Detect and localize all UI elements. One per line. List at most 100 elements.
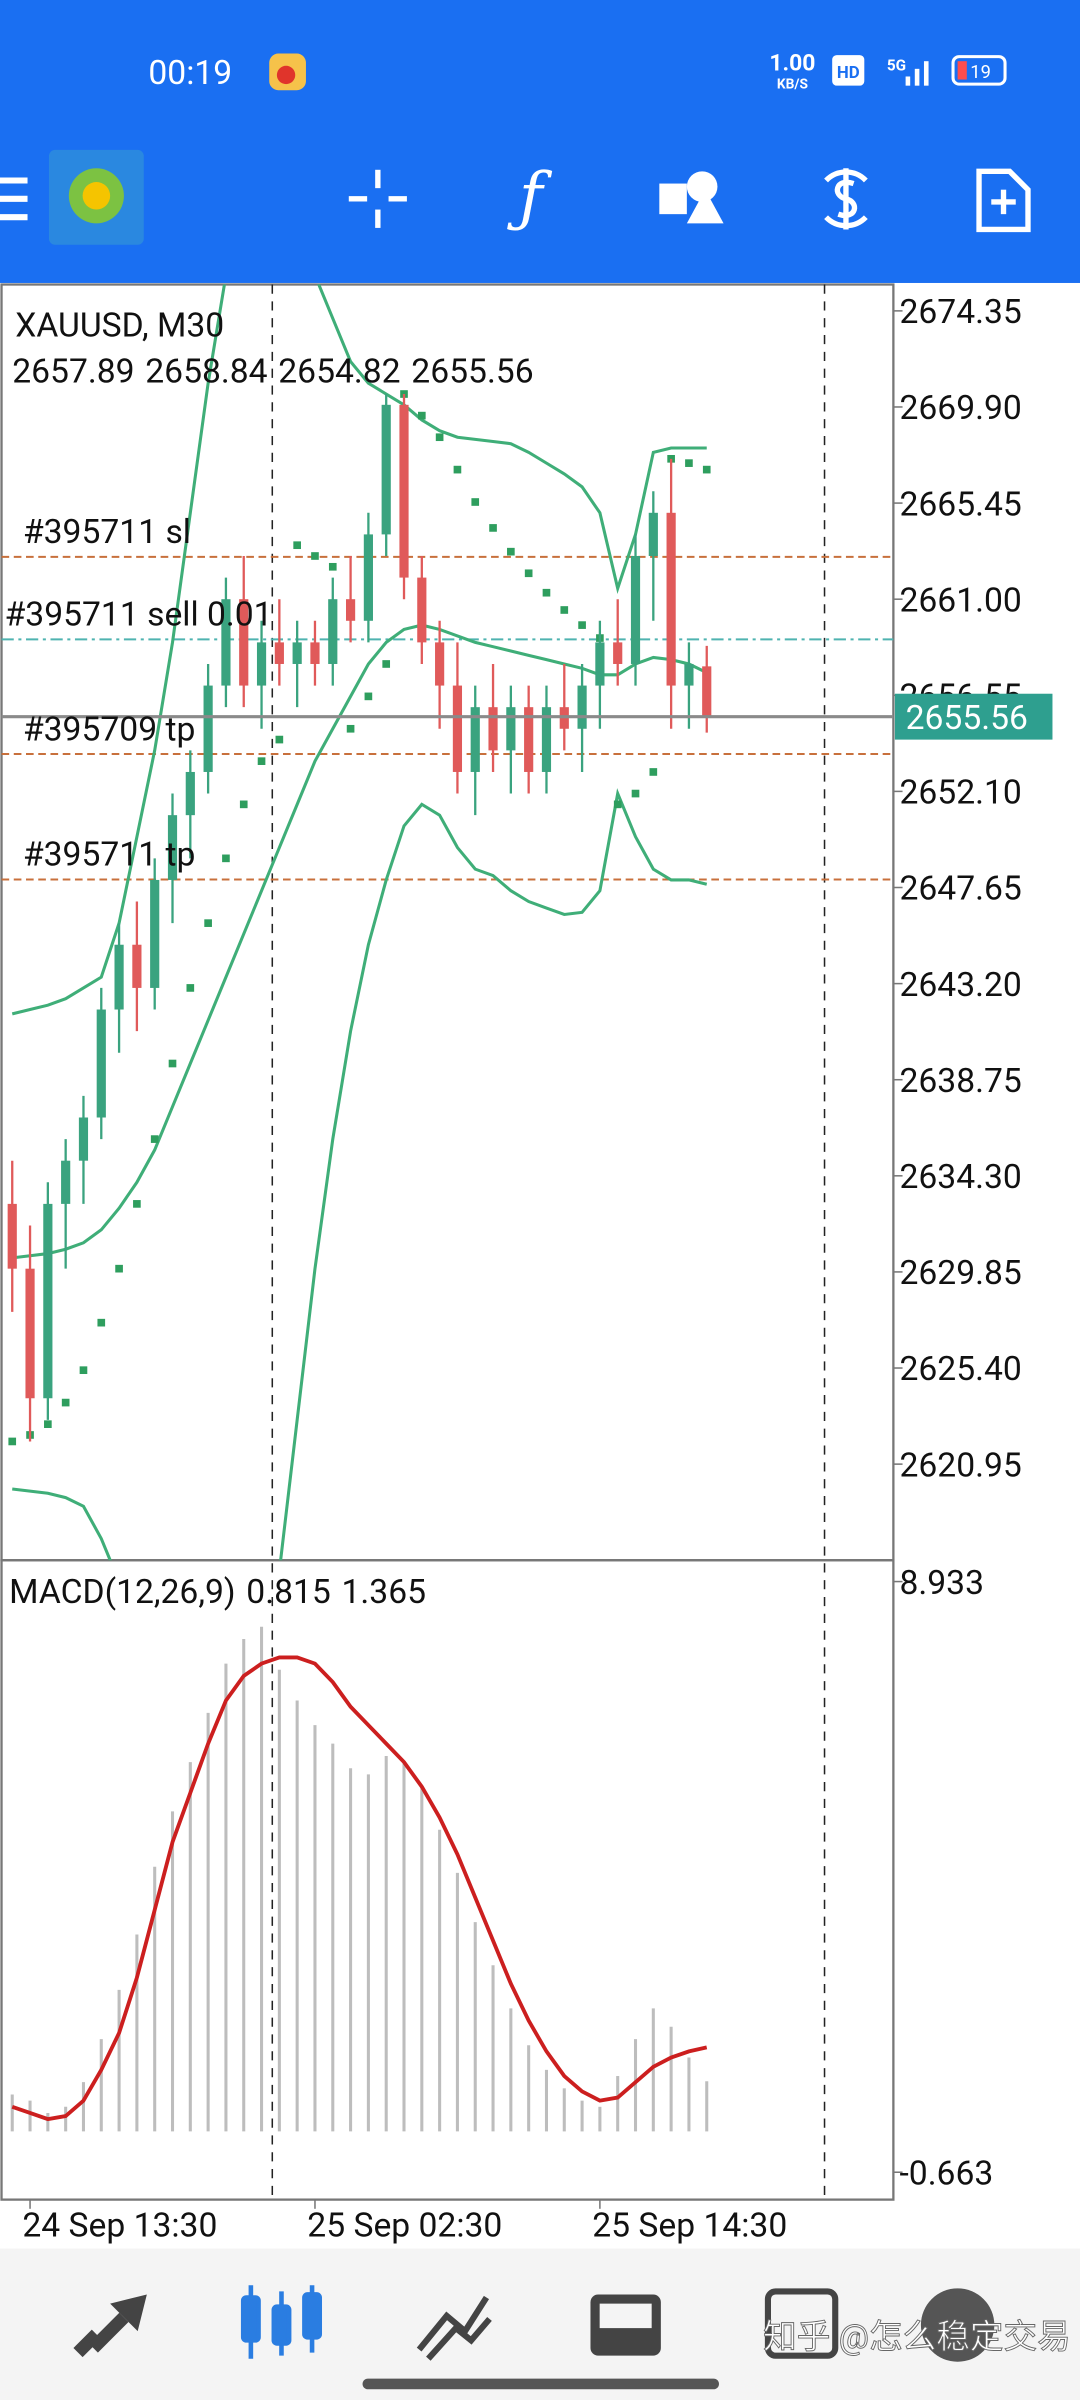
y-tick-label: 2647.65 [899,870,1021,909]
order-label: #395711 sell 0.01 [5,596,273,635]
candle-body [577,685,587,729]
battery-level [957,61,967,80]
close: 2655.56 [411,352,533,391]
sar-dot [257,757,266,765]
network-label: 5G [887,56,906,74]
candle-body [702,666,712,717]
net-speed: 1.00 [769,49,815,76]
trade-button[interactable] [824,168,868,230]
y-tick-label: 2625.40 [899,1350,1021,1389]
candle-body [167,815,178,880]
candle-body [310,642,320,664]
candle-body [470,707,480,772]
news-tab[interactable] [764,2288,839,2359]
candle-body [78,1117,89,1161]
sar-dot [133,1200,141,1208]
x-tick-label: 24 Sep 13:30 [22,2206,217,2245]
candle-body [630,555,641,664]
weibo-icon [269,53,306,91]
candle-body [524,707,534,772]
macd-header: MACD(12,26,9) 0.815 1.365 [9,1573,426,1612]
sar-dot [489,524,497,532]
battery [951,55,1007,86]
menu-button[interactable] [0,177,28,221]
main-plot [1,284,894,1561]
high: 2658.84 [145,352,267,391]
candle-body [435,642,445,686]
candle-body [363,534,373,621]
y-tick-label: 2669.90 [899,389,1021,428]
sar-dot [400,390,408,398]
candle-body [399,404,409,578]
price-tag-label: 2655.56 [906,699,1028,738]
candle-body [114,944,124,1010]
sar-dot [293,541,301,550]
sar-dot [613,800,622,809]
candle-body [345,599,356,621]
net-unit: KB/S [777,77,808,93]
candle-body [292,642,302,664]
sar-dot [204,919,212,927]
objects-button[interactable] [659,171,724,224]
signal-value: 1.365 [342,1573,427,1612]
hd-label: HD [837,63,860,83]
candle-body [43,1203,53,1399]
candle-body [613,642,623,664]
candle-body [541,707,552,772]
quotes-tab[interactable] [73,2294,147,2358]
macd-plot [10,1626,709,2132]
hd-badge [832,55,865,86]
trade-tab[interactable] [416,2295,492,2361]
macd-title: MACD(12,26,9) [9,1573,235,1612]
sar-dot [382,660,391,668]
y-tick-label: 2661.00 [899,581,1021,620]
sar-dot [524,569,533,578]
profile-tab[interactable] [920,2288,995,2362]
sar-dot [168,1059,177,1068]
band-middle [12,623,708,1260]
sar-dot [97,1318,106,1327]
sar-dot [311,552,319,560]
clock: 00:19 [148,54,232,93]
sar-dot [542,588,551,597]
sar-dot [8,1437,17,1446]
sar-dot [453,465,462,474]
sar-dot [702,465,711,474]
candle-body [648,512,658,556]
sar-dot [222,854,230,863]
sar-dot [631,789,640,798]
chart-tab[interactable] [240,2285,323,2359]
candle-body [328,599,338,664]
candle-body [132,944,142,988]
sar-dot [507,547,515,556]
sar-dot [435,433,444,442]
order-label: #395711 tp [23,836,195,875]
mt4-logo[interactable] [48,149,144,245]
new-order-button[interactable] [976,168,1031,233]
x-tick-label: 25 Sep 02:30 [307,2206,502,2245]
sar-dot [364,692,373,701]
candle-body [417,577,427,643]
candle-body [506,707,516,751]
ohlc-header: 2657.89 2658.84 2654.82 2655.56 [12,352,533,391]
history-tab[interactable] [590,2294,661,2356]
battery-label: 19 [970,62,991,83]
sar-dot [685,459,693,467]
low: 2654.82 [278,352,400,391]
y-tick-label: 2629.85 [899,1254,1021,1293]
axes: 2674.352669.902665.452661.002656.552652.… [5,293,1053,2245]
crosshair-button[interactable] [348,169,407,228]
y-tick-label: 2638.75 [899,1062,1021,1101]
macd-value: 0.815 [246,1573,331,1612]
sar-dot [239,800,248,809]
candle-body [185,771,195,816]
sar-dot [61,1398,70,1407]
candle-body [7,1203,17,1269]
home-indicator [362,2378,719,2390]
order-label: #395709 tp [23,710,195,749]
candle-body [61,1160,71,1204]
y-tick-label: 2643.20 [899,966,1021,1005]
candle-body [381,404,391,535]
macd-y-tick-label: -0.663 [899,2154,993,2193]
